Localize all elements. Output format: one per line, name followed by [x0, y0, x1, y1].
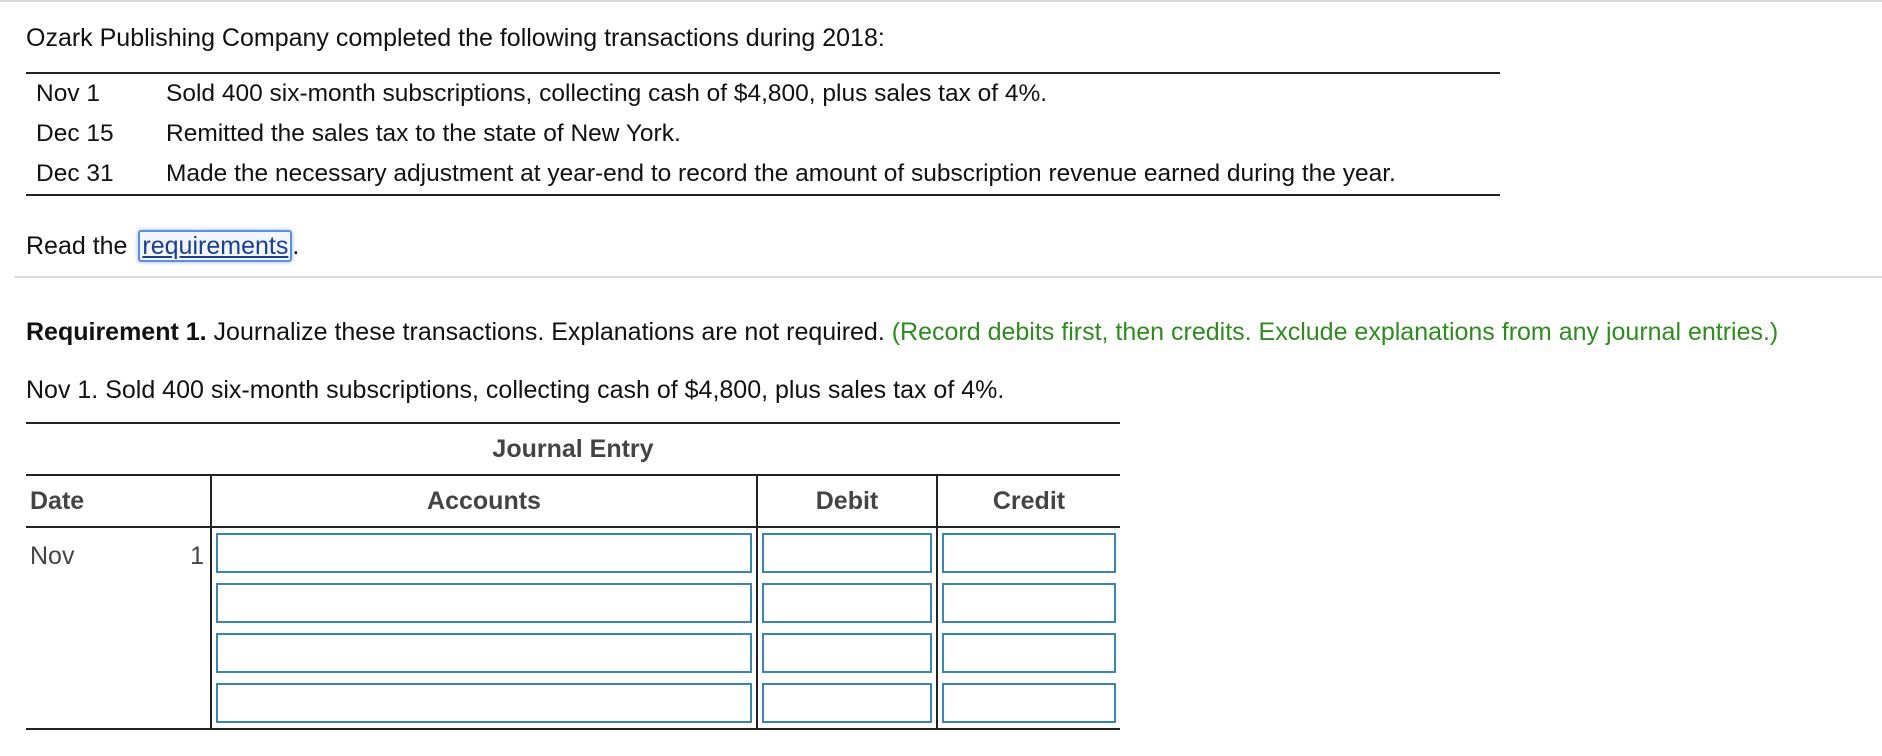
- section-divider: [14, 276, 1882, 278]
- step-prompt: Nov 1. Sold 400 six-month subscriptions,…: [26, 376, 1005, 404]
- transaction-description: Made the necessary adjustment at year-en…: [166, 160, 1396, 187]
- debit-cell: [756, 528, 936, 578]
- header-date: Date: [30, 486, 85, 515]
- credit-input[interactable]: [942, 533, 1116, 573]
- account-cell: [210, 528, 756, 578]
- credit-cell: [936, 678, 1120, 728]
- top-divider: [0, 0, 1882, 2]
- header-credit: Credit: [936, 476, 1120, 526]
- debit-input[interactable]: [762, 583, 932, 623]
- transaction-date: Dec 15: [36, 120, 114, 147]
- header-accounts: Accounts: [210, 476, 756, 526]
- date-cell: [26, 628, 210, 678]
- debit-input[interactable]: [762, 683, 932, 723]
- requirement-label: Requirement 1.: [26, 318, 207, 346]
- transactions-table: Nov 1 Sold 400 six-month subscriptions, …: [26, 72, 1500, 196]
- requirement-hint: (Record debits first, then credits. Excl…: [891, 318, 1779, 346]
- account-cell: [210, 628, 756, 678]
- debit-cell: [756, 578, 936, 628]
- date-cell: [26, 578, 210, 628]
- credit-cell: [936, 528, 1120, 578]
- problem-intro: Ozark Publishing Company completed the f…: [26, 24, 885, 52]
- journal-title: Journal Entry: [26, 422, 1120, 476]
- requirement-text: Journalize these transactions. Explanati…: [206, 318, 892, 346]
- requirements-link[interactable]: requirements: [138, 230, 293, 262]
- transaction-description: Remitted the sales tax to the state of N…: [166, 120, 681, 147]
- transaction-description: Sold 400 six-month subscriptions, collec…: [166, 80, 1048, 107]
- journal-row: [26, 578, 1120, 628]
- transaction-date: Nov 1: [36, 80, 101, 107]
- account-input[interactable]: [216, 633, 752, 673]
- journal-row: Nov 1: [26, 528, 1120, 578]
- date-cell: [26, 678, 210, 728]
- account-input[interactable]: [216, 583, 752, 623]
- account-input[interactable]: [216, 533, 752, 573]
- debit-cell: [756, 628, 936, 678]
- date-month: Nov: [30, 542, 75, 570]
- credit-input[interactable]: [942, 683, 1116, 723]
- date-cell: Nov 1: [26, 528, 210, 578]
- journal-body: Nov 1: [26, 528, 1120, 730]
- transaction-row: Dec 31 Made the necessary adjustment at …: [26, 154, 1500, 194]
- debit-input[interactable]: [762, 533, 932, 573]
- credit-input[interactable]: [942, 583, 1116, 623]
- credit-cell: [936, 628, 1120, 678]
- debit-input[interactable]: [762, 633, 932, 673]
- date-day: 1: [190, 542, 204, 570]
- journal-row: [26, 678, 1120, 728]
- read-suffix: .: [292, 232, 300, 260]
- transaction-row: Dec 15 Remitted the sales tax to the sta…: [26, 114, 1500, 154]
- credit-input[interactable]: [942, 633, 1116, 673]
- journal-header-row: Date Accounts Debit Credit: [26, 476, 1120, 528]
- header-debit: Debit: [756, 476, 936, 526]
- account-cell: [210, 578, 756, 628]
- transaction-row: Nov 1 Sold 400 six-month subscriptions, …: [26, 74, 1500, 114]
- debit-cell: [756, 678, 936, 728]
- journal-row: [26, 628, 1120, 678]
- read-prefix: Read the: [26, 232, 135, 260]
- credit-cell: [936, 578, 1120, 628]
- transaction-date: Dec 31: [36, 160, 114, 187]
- requirement-heading: Requirement 1. Journalize these transact…: [26, 316, 1778, 348]
- account-cell: [210, 678, 756, 728]
- journal-entry-table: Journal Entry Date Accounts Debit Credit…: [26, 422, 1120, 730]
- read-requirements-line: Read the requirements.: [26, 230, 299, 262]
- account-input[interactable]: [216, 683, 752, 723]
